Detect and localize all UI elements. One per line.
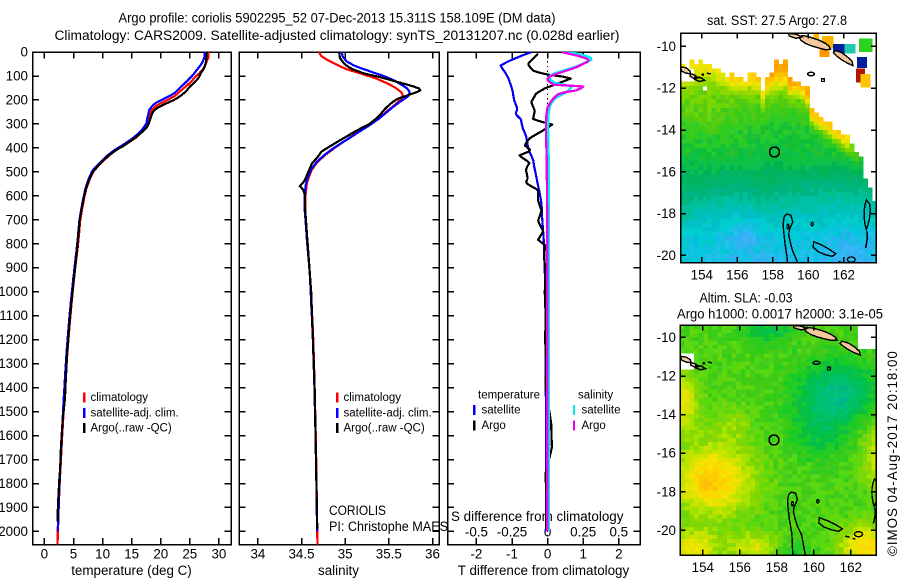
svg-text:Argo: Argo bbox=[482, 420, 506, 432]
svg-text:temperature: temperature bbox=[478, 390, 540, 402]
svg-text:climatology: climatology bbox=[344, 392, 402, 404]
svg-text:T difference from climatology: T difference from climatology bbox=[458, 563, 630, 578]
svg-text:satellite-adj. clim.: satellite-adj. clim. bbox=[91, 408, 179, 420]
svg-text:36: 36 bbox=[425, 547, 440, 562]
svg-text:-20: -20 bbox=[657, 248, 676, 263]
svg-text:Climatology: CARS2009. Satelli: Climatology: CARS2009. Satellite-adjuste… bbox=[55, 28, 620, 43]
svg-text:PI: Christophe MAES: PI: Christophe MAES bbox=[329, 519, 448, 534]
svg-text:-18: -18 bbox=[657, 206, 676, 221]
svg-text:sat. SST: 27.5 Argo: 27.8: sat. SST: 27.5 Argo: 27.8 bbox=[707, 13, 847, 28]
svg-text:156: 156 bbox=[726, 268, 748, 283]
svg-text:500: 500 bbox=[6, 164, 28, 179]
svg-text:1: 1 bbox=[579, 547, 586, 562]
svg-text:900: 900 bbox=[6, 260, 28, 275]
svg-text:-14: -14 bbox=[657, 407, 677, 422]
svg-text:5: 5 bbox=[70, 547, 77, 562]
svg-text:25: 25 bbox=[182, 547, 197, 562]
svg-text:satellite: satellite bbox=[582, 405, 621, 417]
svg-text:1600: 1600 bbox=[0, 428, 28, 443]
svg-text:800: 800 bbox=[6, 236, 28, 251]
svg-text:-16: -16 bbox=[657, 446, 676, 461]
svg-text:1700: 1700 bbox=[0, 452, 28, 467]
svg-text:1000: 1000 bbox=[0, 284, 28, 299]
svg-text:-10: -10 bbox=[657, 39, 676, 54]
svg-text:0: 0 bbox=[544, 547, 551, 562]
svg-text:15: 15 bbox=[124, 547, 139, 562]
svg-text:20: 20 bbox=[153, 547, 168, 562]
svg-text:satellite-adj. clim.: satellite-adj. clim. bbox=[344, 408, 432, 420]
svg-text:-12: -12 bbox=[657, 369, 676, 384]
svg-text:158: 158 bbox=[766, 560, 788, 575]
svg-text:-20: -20 bbox=[657, 523, 676, 538]
svg-text:700: 700 bbox=[6, 212, 28, 227]
svg-text:1200: 1200 bbox=[0, 332, 28, 347]
svg-text:Argo: Argo bbox=[582, 420, 606, 432]
svg-text:-0.5: -0.5 bbox=[465, 525, 488, 540]
svg-text:salinity: salinity bbox=[318, 563, 359, 578]
svg-text:1500: 1500 bbox=[0, 404, 28, 419]
svg-text:1100: 1100 bbox=[0, 308, 28, 323]
svg-text:154: 154 bbox=[691, 268, 714, 283]
svg-text:2000: 2000 bbox=[0, 524, 28, 539]
svg-text:1400: 1400 bbox=[0, 380, 28, 395]
svg-text:162: 162 bbox=[840, 560, 862, 575]
svg-text:-0.25: -0.25 bbox=[497, 525, 528, 540]
svg-text:600: 600 bbox=[6, 188, 28, 203]
svg-text:-18: -18 bbox=[657, 484, 676, 499]
svg-text:158: 158 bbox=[762, 268, 784, 283]
svg-text:-14: -14 bbox=[657, 123, 677, 138]
svg-text:0: 0 bbox=[21, 45, 28, 60]
svg-text:10: 10 bbox=[95, 547, 110, 562]
svg-text:0.25: 0.25 bbox=[570, 525, 596, 540]
svg-text:400: 400 bbox=[6, 140, 28, 155]
svg-text:0: 0 bbox=[544, 525, 551, 540]
svg-text:temperature (deg C): temperature (deg C) bbox=[71, 563, 192, 578]
svg-text:Altim. SLA: -0.03: Altim. SLA: -0.03 bbox=[700, 291, 793, 306]
svg-text:climatology: climatology bbox=[91, 392, 149, 404]
svg-text:-16: -16 bbox=[657, 164, 676, 179]
svg-text:Argo(..raw -QC): Argo(..raw -QC) bbox=[344, 423, 425, 435]
svg-text:2: 2 bbox=[615, 547, 622, 562]
svg-text:©IMOS 04-Aug-2017 20:18:00: ©IMOS 04-Aug-2017 20:18:00 bbox=[885, 350, 900, 556]
svg-text:162: 162 bbox=[833, 268, 855, 283]
svg-text:154: 154 bbox=[692, 560, 715, 575]
svg-text:1900: 1900 bbox=[0, 500, 28, 515]
svg-text:-1: -1 bbox=[506, 547, 518, 562]
svg-text:0.5: 0.5 bbox=[609, 525, 628, 540]
svg-text:1300: 1300 bbox=[0, 356, 28, 371]
svg-text:200: 200 bbox=[6, 92, 28, 107]
svg-text:Argo h1000: 0.0017 h2000: 3.1e: Argo h1000: 0.0017 h2000: 3.1e-05 bbox=[677, 307, 883, 322]
svg-text:-12: -12 bbox=[657, 81, 676, 96]
svg-text:35.5: 35.5 bbox=[376, 547, 402, 562]
svg-text:300: 300 bbox=[6, 116, 28, 131]
svg-text:34: 34 bbox=[250, 547, 265, 562]
svg-text:160: 160 bbox=[803, 560, 825, 575]
svg-text:100: 100 bbox=[6, 69, 28, 84]
svg-text:30: 30 bbox=[211, 547, 226, 562]
svg-text:CORIOLIS: CORIOLIS bbox=[329, 503, 386, 518]
svg-text:1800: 1800 bbox=[0, 476, 28, 491]
svg-text:0: 0 bbox=[41, 547, 48, 562]
svg-text:Argo(..raw -QC): Argo(..raw -QC) bbox=[91, 423, 172, 435]
svg-text:156: 156 bbox=[729, 560, 751, 575]
svg-text:satellite: satellite bbox=[482, 405, 521, 417]
svg-text:-10: -10 bbox=[657, 330, 676, 345]
svg-text:S difference from climatology: S difference from climatology bbox=[451, 509, 624, 524]
svg-text:160: 160 bbox=[797, 268, 819, 283]
svg-text:Argo profile: coriolis 5902295: Argo profile: coriolis 5902295_52 07-Dec… bbox=[119, 11, 556, 26]
svg-text:34.5: 34.5 bbox=[288, 547, 314, 562]
svg-text:salinity: salinity bbox=[578, 390, 613, 402]
svg-text:-2: -2 bbox=[470, 547, 482, 562]
svg-text:35: 35 bbox=[338, 547, 353, 562]
